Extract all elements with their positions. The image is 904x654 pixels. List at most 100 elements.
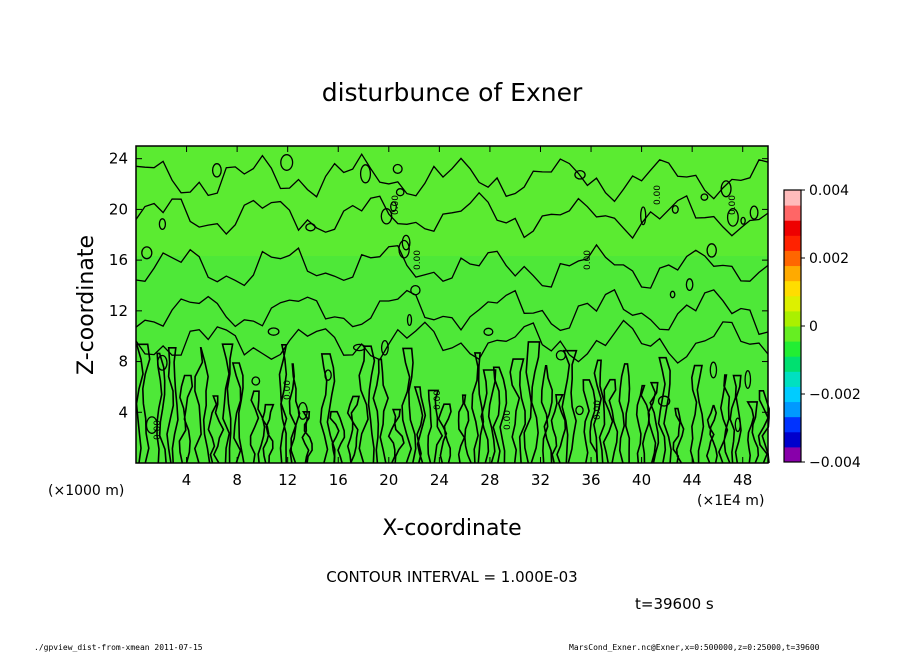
contour-column [635,384,651,464]
contour-loop [251,376,261,386]
contour-loop [395,188,405,197]
contour-loop [671,204,679,214]
contour-meander [135,288,769,336]
contour-loop [380,339,389,356]
contour-loop [720,180,732,198]
colorbar-segment [784,205,801,221]
contour-loop [706,243,717,258]
contour-loop [406,313,413,327]
footer-right: MarsCond_Exner.nc@Exner,x=0:500000,z=0:2… [569,643,820,652]
contour-column [672,407,685,464]
contour-column [319,353,336,464]
contour-column [561,349,578,464]
colorbar-segment [784,386,801,403]
contour-label: 0.00 [391,195,401,215]
contour-column [401,347,417,464]
contour-column [387,408,405,464]
x-tick-label: 24 [430,471,449,489]
contour-loop [744,370,752,389]
contour-loop [324,369,332,381]
contour-label: 0.00 [413,250,423,270]
contour-column [602,378,619,464]
contour-column [207,395,225,464]
contour-column [492,366,508,464]
y-axis-label: Z-coordinate [74,235,99,375]
contour-column [437,403,452,464]
contour-loop [685,278,694,292]
contour-loop [410,284,421,296]
x-axis-label: X-coordinate [382,516,521,541]
contour-loop [211,163,222,178]
footer-left: ./gpview_dist-from-xmean 2011-07-15 [34,643,203,652]
contour-column [657,356,672,464]
y-tick-label: 8 [118,353,128,371]
contour-meander [135,243,769,289]
contour-loop [392,163,403,174]
y-tick-label: 12 [109,302,128,320]
contour-loop [657,395,671,407]
colorbar-segment [784,220,801,236]
contour-column [166,347,179,464]
contour-interval: CONTOUR INTERVAL = 1.000E-03 [326,568,577,586]
contour-label: 0.00 [503,410,513,430]
x-tick-label: 48 [733,471,752,489]
contour-column [540,365,554,464]
colorbar: 0.004 0.002 0 −0.002 −0.004 [783,183,861,471]
y-axis: 4 8 12 16 20 24 [109,150,768,421]
time-label: t=39600 s [635,595,714,613]
contour-column [427,389,444,464]
contour-label: 0.00 [593,400,603,420]
colorbar-segment [784,295,801,312]
contour-column [647,381,660,464]
plot-area: 0.00 0.00 0.00 0.00 0.00 0.00 0.00 0.00 0.00 0.00 [135,145,770,464]
x-tick-label: 28 [480,471,499,489]
contour-column [746,401,760,464]
contour-loop [709,361,718,379]
contour-loop [158,218,167,231]
contour-loop [359,164,372,184]
plot-frame [135,145,769,464]
y-tick-label: 20 [109,200,128,218]
contour-label: 0.00 [433,390,443,410]
chart-title: disturbunce of Exner [322,78,583,107]
contour-loop [669,290,676,299]
contour-label: 0.00 [153,420,163,440]
colorbar-segment [784,326,801,342]
x-unit-left: (×1000 m) [48,483,124,499]
colorbar-tick-label: −0.002 [809,387,861,403]
contour-column [509,358,527,464]
contour-label: 0.00 [583,250,593,270]
contour-loop [390,201,397,212]
x-tick-label: 16 [329,471,348,489]
contour-column [135,343,151,464]
contour-lines: 0.00 0.00 0.00 0.00 0.00 0.00 0.00 0.00 0.00 0.00 [135,152,770,464]
contour-column [593,359,606,464]
colorbar-tick-label: 0 [809,319,818,335]
contour-loop [380,208,393,225]
y-tick-label: 24 [109,150,128,168]
x-tick-label: 20 [379,471,398,489]
x-unit-right: (×1E4 m) [697,493,764,509]
contour-column [329,410,346,464]
contour-column [358,345,376,464]
colorbar-segment [784,431,801,448]
contour-column [582,379,599,464]
contour-meander [135,191,769,240]
colorbar-segment [784,265,801,282]
contour-column [480,369,497,464]
colorbar-segment [784,310,801,327]
contour-loop [575,405,584,416]
x-tick-label: 36 [581,471,600,489]
contour-label: 0.00 [728,195,738,215]
y-tick-label: 4 [118,403,128,421]
colorbar-tick-label: −0.004 [809,455,861,471]
contour-loop [297,401,308,420]
x-axis: 4 8 12 16 20 24 28 32 36 40 44 48 [182,146,752,489]
contour-column [178,374,194,464]
contour-column [689,364,705,464]
contour-loop [749,205,759,220]
contour-loop [574,169,586,180]
contour-column [457,394,472,464]
colorbar-segment [784,250,801,267]
colorbar-segment [784,280,801,297]
